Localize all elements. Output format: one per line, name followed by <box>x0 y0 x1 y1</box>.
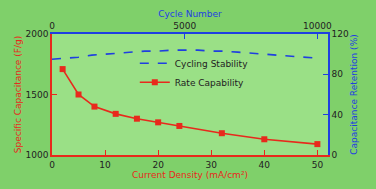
svg-text:40: 40 <box>332 110 344 120</box>
svg-text:30: 30 <box>206 160 218 170</box>
svg-text:1500: 1500 <box>26 90 49 100</box>
svg-text:80: 80 <box>332 69 344 79</box>
svg-text:5000: 5000 <box>173 21 196 31</box>
svg-text:120: 120 <box>332 29 349 39</box>
svg-text:50: 50 <box>312 160 324 170</box>
svg-text:0: 0 <box>49 160 55 170</box>
svg-text:0: 0 <box>49 21 55 31</box>
svg-text:Current Density (mA/cm²): Current Density (mA/cm²) <box>132 170 248 180</box>
svg-text:20: 20 <box>152 160 164 170</box>
svg-text:10000: 10000 <box>303 21 332 31</box>
svg-text:Rate Capability: Rate Capability <box>175 78 244 88</box>
svg-text:2000: 2000 <box>26 29 49 39</box>
svg-text:Cycle Number: Cycle Number <box>158 9 222 19</box>
svg-text:Cycling Stability: Cycling Stability <box>175 59 248 69</box>
svg-text:Specific Capacitance (F/g): Specific Capacitance (F/g) <box>13 36 23 153</box>
svg-text:10: 10 <box>99 160 111 170</box>
svg-text:1000: 1000 <box>26 150 49 160</box>
svg-text:40: 40 <box>259 160 271 170</box>
svg-text:0: 0 <box>332 150 338 160</box>
svg-text:Capacitance Retention (%): Capacitance Retention (%) <box>349 34 359 154</box>
